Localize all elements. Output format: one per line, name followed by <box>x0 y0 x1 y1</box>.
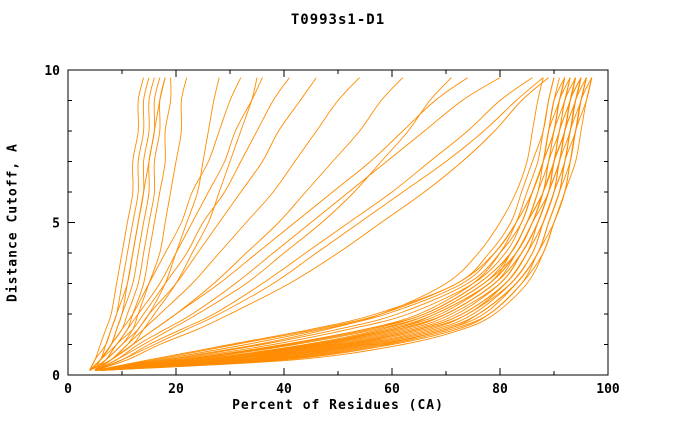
curve <box>94 77 577 371</box>
chart-title: T0993s1-D1 <box>290 12 386 28</box>
x-tick-label: 80 <box>492 382 508 397</box>
curve <box>89 77 155 371</box>
curve <box>94 77 566 371</box>
curve <box>100 77 587 371</box>
curve <box>89 77 166 371</box>
curve <box>94 77 172 371</box>
x-tick-label: 100 <box>596 382 620 397</box>
x-tick-label: 40 <box>276 382 292 397</box>
y-tick-label: 5 <box>52 217 60 232</box>
curve <box>100 77 593 371</box>
curve <box>100 77 582 371</box>
curve <box>100 77 587 371</box>
curve <box>94 77 555 371</box>
x-tick-label: 0 <box>64 382 72 397</box>
curve <box>94 77 501 371</box>
curve <box>94 77 404 371</box>
y-tick-label: 0 <box>52 369 60 384</box>
curve <box>100 77 593 371</box>
curve <box>89 77 145 371</box>
curve <box>100 77 582 371</box>
curve <box>100 77 582 371</box>
curve <box>94 77 188 371</box>
x-tick-label: 20 <box>168 382 184 397</box>
curve <box>100 77 587 371</box>
curve <box>94 77 533 371</box>
curve <box>89 77 290 371</box>
curve <box>94 77 544 371</box>
curve <box>94 77 582 371</box>
y-tick-label: 10 <box>44 64 60 79</box>
x-tick-label: 60 <box>384 382 400 397</box>
x-axis-label: Percent of Residues (CA) <box>232 398 444 413</box>
curve <box>94 77 566 371</box>
curve <box>94 77 452 371</box>
curve <box>94 77 258 371</box>
curve <box>100 77 587 371</box>
curve <box>94 77 549 371</box>
curve <box>94 77 544 371</box>
curve <box>94 77 220 371</box>
